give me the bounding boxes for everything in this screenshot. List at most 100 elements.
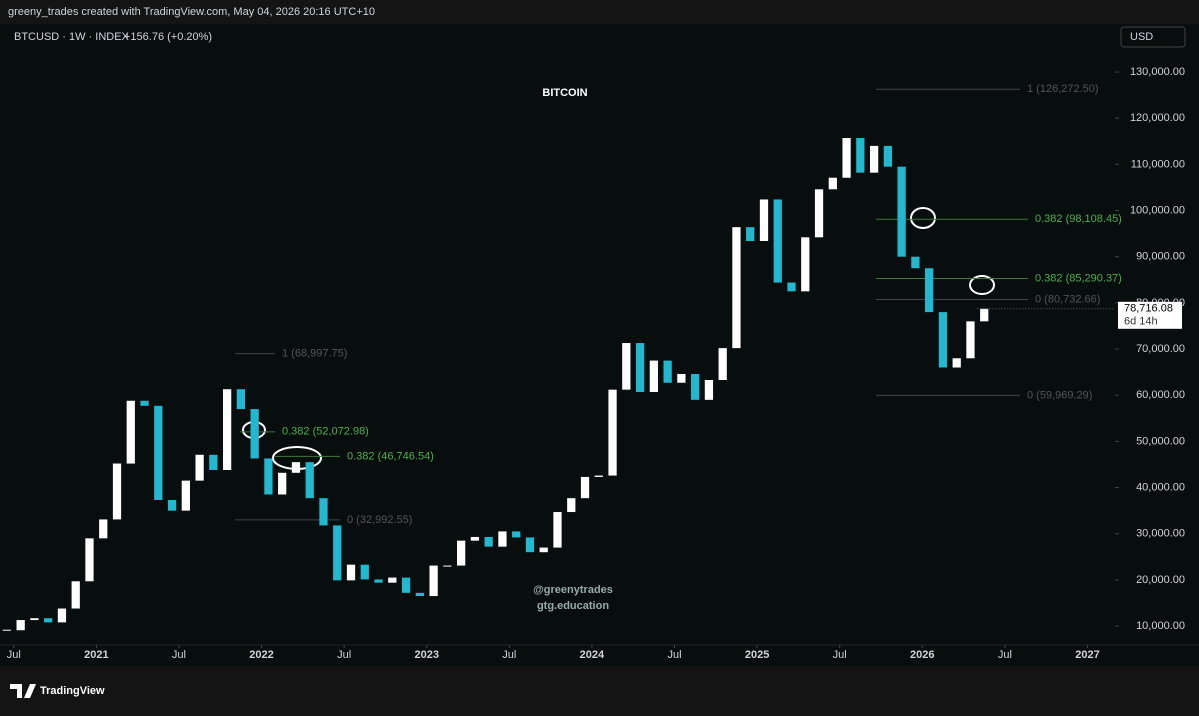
brand: TradingView [40,685,105,697]
candle [814,189,824,238]
candle [443,565,452,567]
candle [57,608,67,623]
candle [154,405,163,501]
y-tick-label: 120,000.00 [1130,112,1185,124]
candle [305,462,314,499]
x-tick-label: Jul [833,649,847,661]
tv-logo [10,684,36,698]
y-tick-label: 70,000.00 [1136,343,1185,355]
candle [470,536,480,541]
candle [649,360,658,392]
candle [126,400,135,464]
candle [594,475,603,477]
y-tick-label: 30,000.00 [1136,528,1185,540]
candle [85,538,94,582]
candle [553,512,562,548]
candle [746,227,755,242]
candle [759,199,769,242]
candle [966,321,975,359]
chart-title: BITCOIN [542,87,587,99]
candle [925,268,934,313]
candle [732,227,741,349]
candle [622,343,631,390]
x-tick-label: 2023 [414,649,438,661]
candle [16,620,25,631]
fib-label: 0 (32,992.55) [347,514,412,526]
candle [897,166,906,257]
candle [580,476,590,499]
candle [140,400,149,406]
fib-label: 0.382 (98,108.45) [1035,213,1122,225]
candle [401,577,411,593]
y-tick-label: 90,000.00 [1136,251,1185,263]
candle [718,348,727,380]
fib-label: 1 (126,272.50) [1027,83,1099,95]
candle [704,379,714,400]
y-tick-label: 10,000.00 [1136,620,1185,632]
candle [952,358,961,368]
candle [691,373,700,400]
candle [842,138,851,178]
x-tick-label: 2025 [745,649,769,661]
last-price-box [1118,301,1182,329]
candle [663,360,672,383]
y-tick-label: 50,000.00 [1136,435,1185,447]
x-tick-label: 2022 [249,649,273,661]
x-tick-label: 2026 [910,649,934,661]
candle [429,565,438,597]
candle [44,618,53,623]
candle [71,581,80,609]
candle [498,531,507,547]
y-tick-label: 20,000.00 [1136,574,1185,586]
x-tick-label: Jul [172,649,186,661]
y-tick-label: 60,000.00 [1136,389,1185,401]
candle [209,454,218,471]
candle [195,454,204,481]
currency[interactable]: USD [1130,31,1153,43]
x-tick-label: 2021 [84,649,108,661]
candle [415,592,424,597]
candle [567,498,576,513]
watermark-handle: @greenytrades [533,584,613,596]
annotation-circle [969,275,995,295]
candle [525,537,535,553]
candle [677,373,686,383]
candle [291,462,301,473]
y-tick-label: 100,000.00 [1130,204,1185,216]
candle [608,389,617,476]
candle [278,472,287,495]
symbol: BTCUSD · 1W · INDEX [14,31,130,43]
candle [264,458,273,495]
currency-button[interactable] [1120,26,1186,48]
candle [457,540,466,566]
candle [512,531,521,538]
fib-label: 0 (80,732.66) [1035,293,1100,305]
candle [360,564,369,580]
candle [112,463,122,520]
fib-label: 0.382 (85,290.37) [1035,272,1122,284]
candle [167,500,177,511]
candle [539,547,548,553]
candle [911,256,920,269]
credit: greeny_trades created with TradingView.c… [8,6,375,18]
candle [980,308,989,322]
candle [388,577,397,583]
last-price: 78,716.08 [1124,303,1173,315]
x-tick-label: Jul [337,649,351,661]
x-tick-label: 2027 [1075,649,1099,661]
y-tick-label: 110,000.00 [1131,158,1185,170]
candle [869,145,879,173]
fib-label: 0.382 (52,072.98) [282,426,369,438]
y-tick-label: 130,000.00 [1130,66,1185,78]
countdown: 6d 14h [1124,316,1158,328]
candle [319,498,328,526]
x-tick-label: Jul [7,649,21,661]
candle [236,389,246,410]
candle [374,579,383,583]
annotation-circle [910,207,936,229]
candle [181,480,190,511]
candle [223,389,232,471]
fib-label: 1 (68,997.75) [282,348,347,360]
